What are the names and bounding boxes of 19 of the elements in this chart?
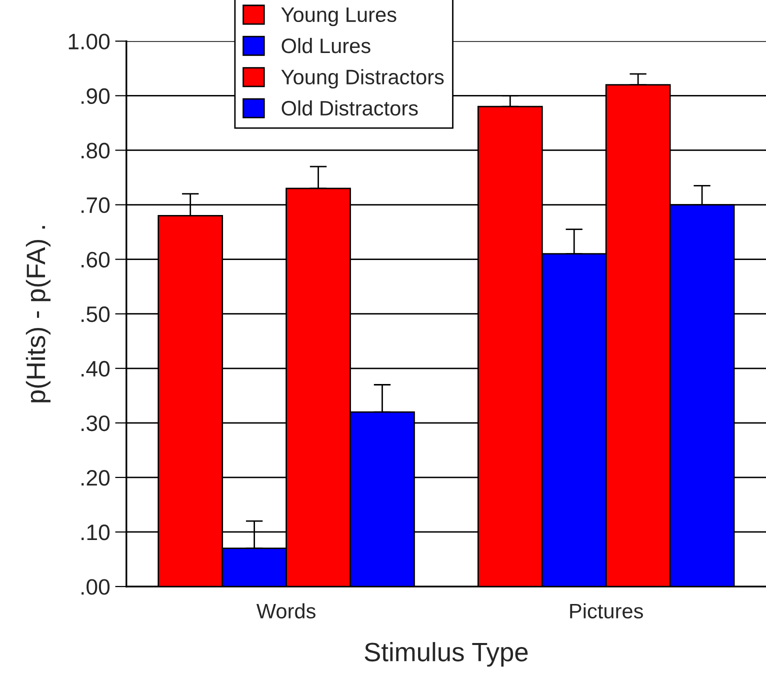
y-tick-label: .60 [82,252,110,268]
y-tick-label: .90 [82,88,110,104]
x-tick-label: Words [256,603,316,618]
y-tick-label: .80 [82,142,110,159]
y-tick-label: 1.00 [68,34,110,50]
legend-label: Old Distractors [282,100,418,116]
legend-label: Young Distractors [281,69,444,89]
y-tick-label: .20 [82,470,110,486]
y-tick-label: .70 [82,197,110,214]
y-tick-label: .10 [82,524,110,540]
x-axis-title: Stimulus Type [364,642,528,667]
y-axis-title: p(Hits) - p(FA) . [26,226,51,402]
y-tick-label: .50 [82,306,110,322]
y-tick-label: .30 [82,415,110,432]
y-tick-label: .00 [82,579,110,595]
x-tick-label: Pictures [570,603,643,618]
legend-label: Young Lures [281,8,396,26]
legend-label: Old Lures [282,38,370,54]
y-tick-label: .40 [82,360,110,377]
